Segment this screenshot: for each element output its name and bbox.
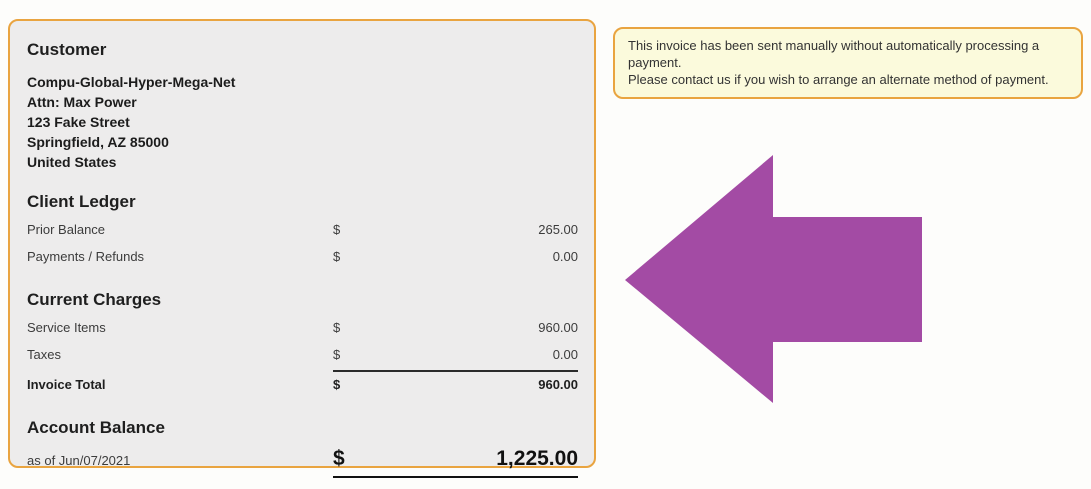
- balance-as-of-date: as of Jun/07/2021: [27, 453, 131, 468]
- ledger-row-prior-balance: Prior Balance $ 265.00: [27, 216, 578, 243]
- charges-row-invoice-total: Invoice Total $ 960.00: [27, 372, 578, 398]
- row-amounts: $ 0.00: [333, 249, 578, 264]
- customer-street: 123 Fake Street: [27, 114, 130, 130]
- currency-symbol: $: [333, 347, 341, 362]
- currency-symbol: $: [333, 377, 341, 392]
- balance-amount: 1,225.00: [496, 447, 578, 470]
- customer-city: Springfield, AZ 85000: [27, 134, 169, 150]
- account-balance-row: as of Jun/07/2021 $ 1,225.00: [27, 447, 578, 478]
- row-label: Payments / Refunds: [27, 249, 145, 264]
- currency-symbol: $: [333, 320, 341, 335]
- row-amounts: $ 0.00: [333, 347, 578, 372]
- row-amount: 960.00: [538, 377, 578, 392]
- current-charges-heading: Current Charges: [27, 290, 162, 309]
- customer-heading: Customer: [27, 40, 107, 59]
- left-arrow-graphic: [625, 155, 922, 403]
- customer-address: Compu-Global-Hyper-Mega-Net Attn: Max Po…: [27, 72, 578, 172]
- row-label: Taxes: [27, 347, 61, 362]
- customer-company: Compu-Global-Hyper-Mega-Net: [27, 74, 236, 90]
- current-charges-rows: Service Items $ 960.00 Taxes $ 0.00 Invo…: [27, 314, 578, 398]
- currency-symbol: $: [333, 447, 345, 470]
- row-amounts: $ 960.00: [333, 320, 578, 335]
- charges-row-service-items: Service Items $ 960.00: [27, 314, 578, 341]
- notice-line-2: Please contact us if you wish to arrange…: [628, 72, 1049, 87]
- notice-line-1: This invoice has been sent manually with…: [628, 38, 1040, 70]
- client-ledger-heading: Client Ledger: [27, 192, 136, 211]
- manual-invoice-notice: This invoice has been sent manually with…: [613, 27, 1083, 99]
- row-amount: 0.00: [552, 347, 578, 362]
- client-ledger-rows: Prior Balance $ 265.00 Payments / Refund…: [27, 216, 578, 270]
- row-amount: 960.00: [538, 320, 578, 335]
- customer-country: United States: [27, 154, 117, 170]
- row-label: Prior Balance: [27, 222, 106, 237]
- customer-attn: Attn: Max Power: [27, 94, 137, 110]
- charges-row-taxes: Taxes $ 0.00: [27, 341, 578, 372]
- row-amount: 265.00: [538, 222, 578, 237]
- left-arrow-icon: [625, 155, 922, 403]
- row-amounts: $ 960.00: [333, 377, 578, 392]
- row-amounts: $ 265.00: [333, 222, 578, 237]
- row-label: Service Items: [27, 320, 106, 335]
- currency-symbol: $: [333, 222, 341, 237]
- ledger-row-payments-refunds: Payments / Refunds $ 0.00: [27, 243, 578, 270]
- invoice-summary-panel: Customer Compu-Global-Hyper-Mega-Net Att…: [8, 19, 596, 478]
- account-balance-heading: Account Balance: [27, 418, 165, 437]
- row-amount: 0.00: [552, 249, 578, 264]
- balance-amounts: $ 1,225.00: [333, 447, 578, 478]
- row-label: Invoice Total: [27, 377, 106, 392]
- currency-symbol: $: [333, 249, 341, 264]
